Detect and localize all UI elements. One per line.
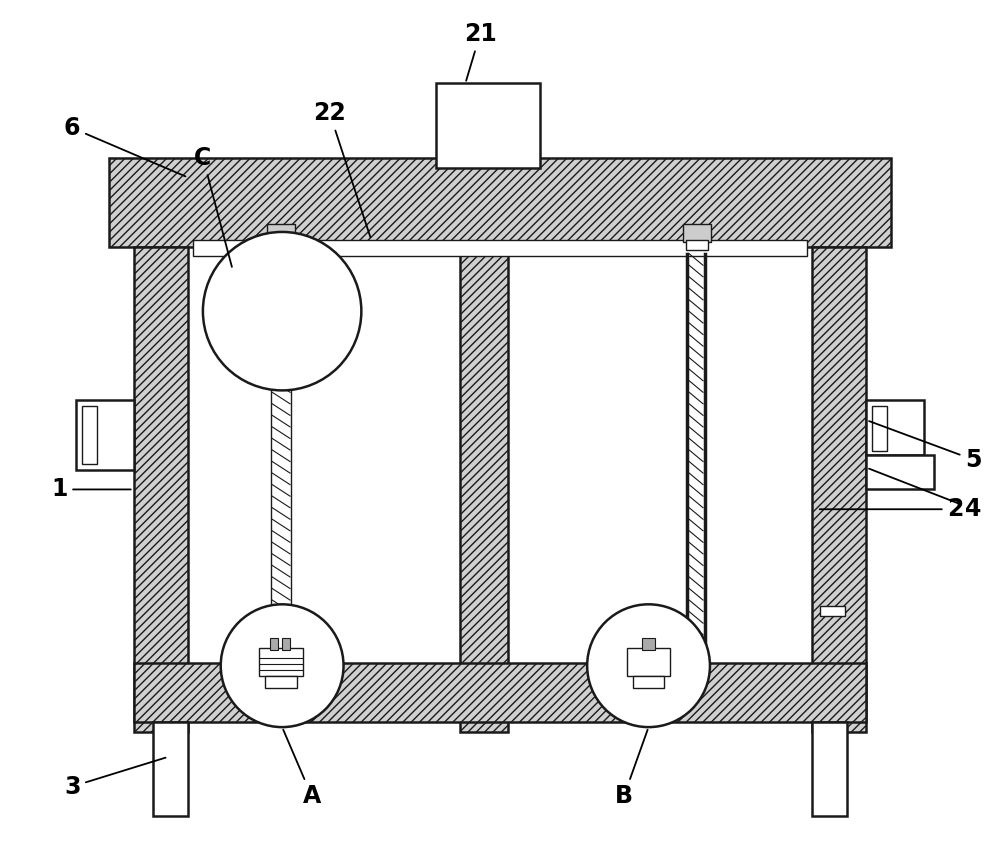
- Bar: [270, 240, 292, 249]
- Bar: [820, 607, 845, 616]
- Circle shape: [203, 232, 361, 390]
- Text: 6: 6: [64, 116, 185, 176]
- Circle shape: [221, 604, 344, 728]
- Bar: [866, 400, 924, 455]
- Text: 5: 5: [869, 421, 982, 472]
- Text: 3: 3: [64, 758, 166, 798]
- Bar: [812, 247, 866, 732]
- Bar: [686, 240, 708, 249]
- Bar: [76, 400, 134, 469]
- Bar: [82, 406, 97, 463]
- Bar: [642, 638, 655, 650]
- Bar: [134, 663, 866, 722]
- Bar: [193, 240, 807, 255]
- Text: A: A: [283, 730, 321, 809]
- Text: 21: 21: [464, 22, 497, 81]
- Bar: [188, 247, 460, 663]
- Bar: [872, 406, 887, 450]
- Bar: [866, 455, 934, 489]
- Bar: [633, 676, 664, 688]
- Bar: [267, 224, 295, 242]
- Bar: [812, 722, 847, 816]
- Circle shape: [587, 604, 710, 728]
- Text: 1: 1: [51, 477, 131, 501]
- Bar: [460, 247, 508, 732]
- Bar: [270, 638, 278, 650]
- Bar: [436, 84, 540, 167]
- Text: 22: 22: [313, 101, 370, 237]
- Bar: [271, 254, 291, 658]
- Text: 2: 2: [820, 497, 964, 521]
- Text: 4: 4: [869, 469, 982, 521]
- Bar: [134, 247, 188, 732]
- Bar: [109, 158, 891, 247]
- Bar: [683, 224, 711, 242]
- Bar: [153, 722, 188, 816]
- Bar: [282, 638, 290, 650]
- Bar: [259, 648, 303, 676]
- Text: C: C: [194, 146, 232, 267]
- Bar: [508, 247, 812, 663]
- Bar: [627, 648, 670, 676]
- Bar: [265, 676, 297, 688]
- Text: B: B: [615, 730, 648, 809]
